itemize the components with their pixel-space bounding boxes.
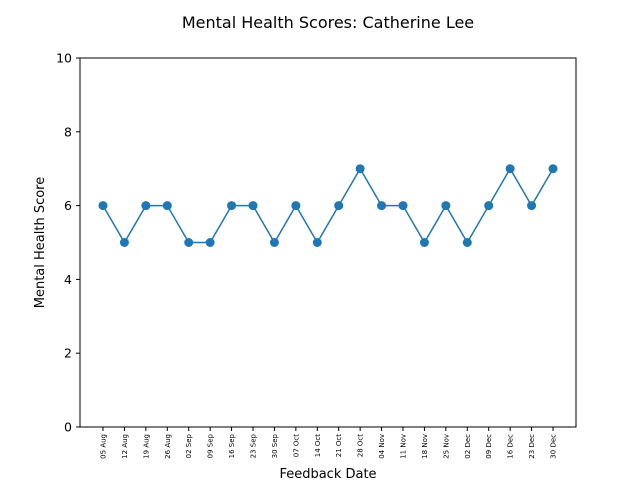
data-point [527,201,537,211]
data-point [227,201,237,211]
x-tick-label: 12 Aug [121,434,129,459]
data-point [184,238,194,247]
x-tick-label: 28 Oct [357,434,365,457]
y-tick-label: 0 [64,420,72,435]
data-point [269,238,279,247]
data-point [205,238,215,247]
data-point [419,238,429,247]
x-tick-label: 23 Dec [528,434,536,459]
y-axis-label: Mental Health Score [33,177,48,309]
x-tick-label: 19 Aug [142,434,150,459]
data-point [398,201,408,211]
data-point [462,238,472,247]
x-tick-label: 26 Aug [164,434,172,459]
series-line [98,164,558,247]
x-tick-label: 04 Nov [378,434,386,459]
data-point [119,238,129,247]
data-point [548,164,558,174]
x-tick-label: 07 Oct [292,434,300,457]
data-point [162,201,172,211]
y-axis: 0 2 4 6 8 10 [56,51,80,435]
x-axis-label: Feedback Date [279,467,376,480]
x-tick-label: 25 Nov [442,434,450,459]
plot-area-frame [79,57,577,428]
data-point [441,201,451,211]
x-tick-label: 05 Aug [100,434,108,459]
data-point [505,164,515,174]
data-point [484,201,494,211]
y-tick-label: 6 [64,198,72,213]
data-point [377,201,387,211]
x-tick-label: 11 Nov [400,434,408,459]
x-tick-label: 16 Dec [507,434,515,459]
data-point [141,201,151,211]
y-tick-label: 10 [56,51,72,66]
x-tick-label: 02 Dec [464,434,472,459]
y-tick-label: 4 [64,272,72,287]
y-tick-label: 8 [64,124,72,139]
x-tick-label: 21 Oct [335,434,343,457]
x-tick-label: 09 Sep [207,433,215,458]
x-tick-label: 23 Sep [250,433,258,458]
data-point [98,201,108,211]
x-tick-label: 18 Nov [421,434,429,459]
x-tick-label: 14 Oct [314,434,322,457]
data-point [312,238,322,247]
data-point [334,201,344,211]
x-tick-label: 16 Sep [228,433,236,458]
data-point [248,201,258,211]
x-axis: 05 Aug 12 Aug 19 Aug 26 Aug 02 Sep 09 Sep 16 S… [100,427,558,459]
chart-title: Mental Health Scores: Catherine Lee [182,13,474,32]
data-point [355,164,365,174]
x-tick-label: 02 Sep [185,433,193,458]
x-tick-label: 30 Sep [271,433,279,458]
series-line-path [102,167,554,244]
x-tick-label: 30 Dec [550,434,558,459]
x-tick-label: 09 Dec [485,434,493,459]
data-point [291,201,301,211]
y-tick-label: 2 [64,346,72,361]
